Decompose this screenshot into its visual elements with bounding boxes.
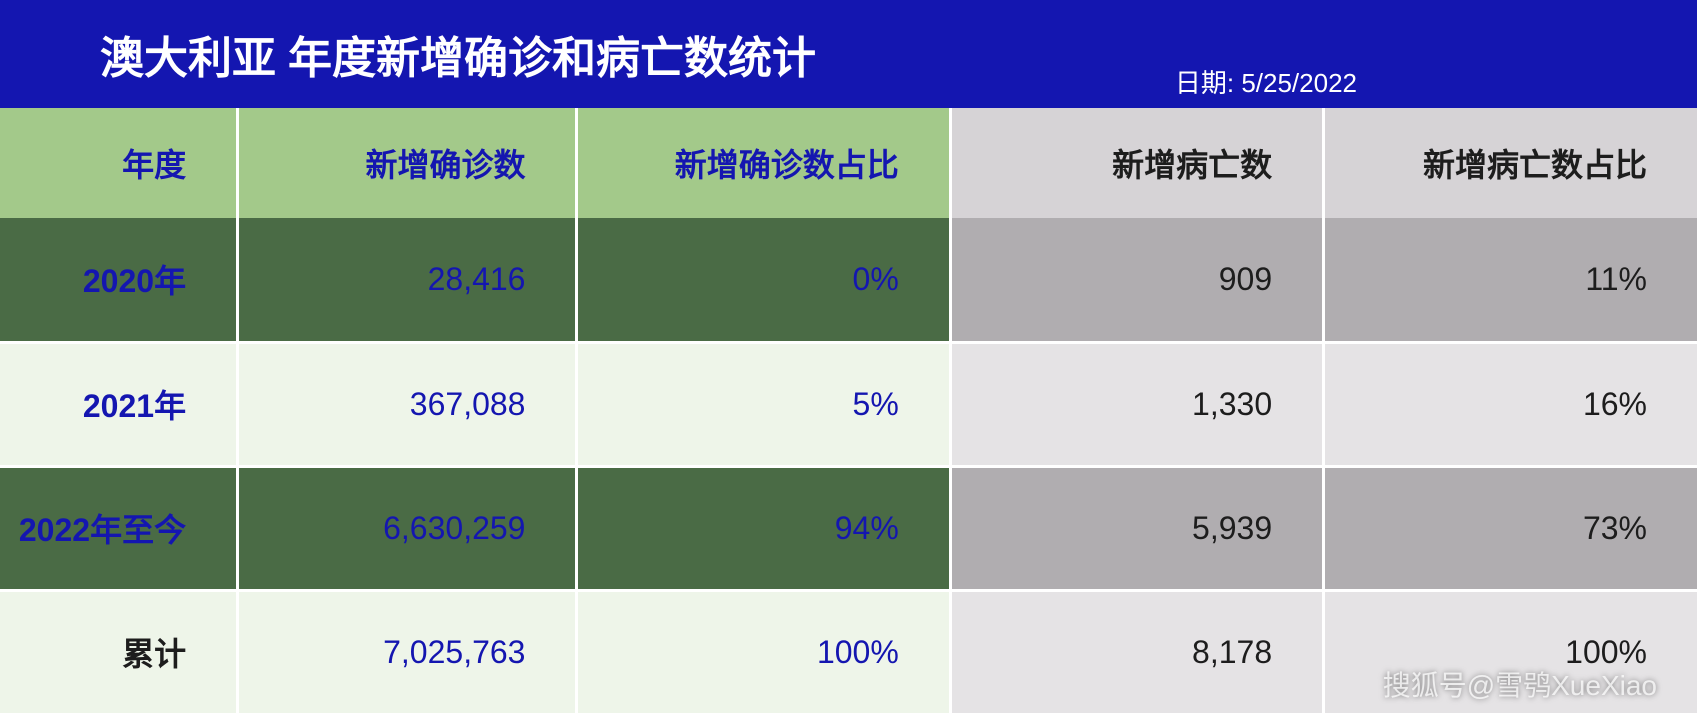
- cell-deaths-pct: 100%: [1324, 590, 1697, 714]
- table-row: 2022年至今 6,630,259 94% 5,939 73%: [0, 466, 1697, 590]
- col-deaths-pct: 新增病亡数占比: [1324, 108, 1697, 218]
- table-container: 澳大利亚 年度新增确诊和病亡数统计 日期: 5/25/2022 年度 新增确诊数…: [0, 0, 1697, 716]
- cell-deaths-pct: 16%: [1324, 342, 1697, 466]
- cell-deaths: 909: [950, 218, 1323, 342]
- date-label: 日期: 5/25/2022: [1175, 63, 1357, 100]
- cell-cases-pct: 100%: [577, 590, 950, 714]
- cell-cases-pct: 5%: [577, 342, 950, 466]
- table-header-row: 年度 新增确诊数 新增确诊数占比 新增病亡数 新增病亡数占比: [0, 108, 1697, 218]
- cell-cases-pct: 94%: [577, 466, 950, 590]
- table-row: 累计 7,025,763 100% 8,178 100%: [0, 590, 1697, 714]
- col-year: 年度: [0, 108, 238, 218]
- cell-cases: 6,630,259: [238, 466, 577, 590]
- table-row: 2020年 28,416 0% 909 11%: [0, 218, 1697, 342]
- col-cases-pct: 新增确诊数占比: [577, 108, 950, 218]
- col-deaths: 新增病亡数: [950, 108, 1323, 218]
- title-suffix: 年度新增确诊和病亡数统计: [288, 22, 816, 86]
- cell-deaths: 5,939: [950, 466, 1323, 590]
- col-cases: 新增确诊数: [238, 108, 577, 218]
- cell-cases-pct: 0%: [577, 218, 950, 342]
- cell-cases: 7,025,763: [238, 590, 577, 714]
- header-bar: 澳大利亚 年度新增确诊和病亡数统计 日期: 5/25/2022: [0, 0, 1697, 108]
- table-row: 2021年 367,088 5% 1,330 16%: [0, 342, 1697, 466]
- data-table: 年度 新增确诊数 新增确诊数占比 新增病亡数 新增病亡数占比 2020年 28,…: [0, 108, 1697, 716]
- cell-deaths: 8,178: [950, 590, 1323, 714]
- cell-year: 2021年: [0, 342, 238, 466]
- cell-cases: 28,416: [238, 218, 577, 342]
- cell-deaths-pct: 73%: [1324, 466, 1697, 590]
- cell-year: 2020年: [0, 218, 238, 342]
- cell-deaths: 1,330: [950, 342, 1323, 466]
- cell-deaths-pct: 11%: [1324, 218, 1697, 342]
- cell-year: 2022年至今: [0, 466, 238, 590]
- title-prefix: 澳大利亚: [100, 22, 276, 86]
- cell-year: 累计: [0, 590, 238, 714]
- cell-cases: 367,088: [238, 342, 577, 466]
